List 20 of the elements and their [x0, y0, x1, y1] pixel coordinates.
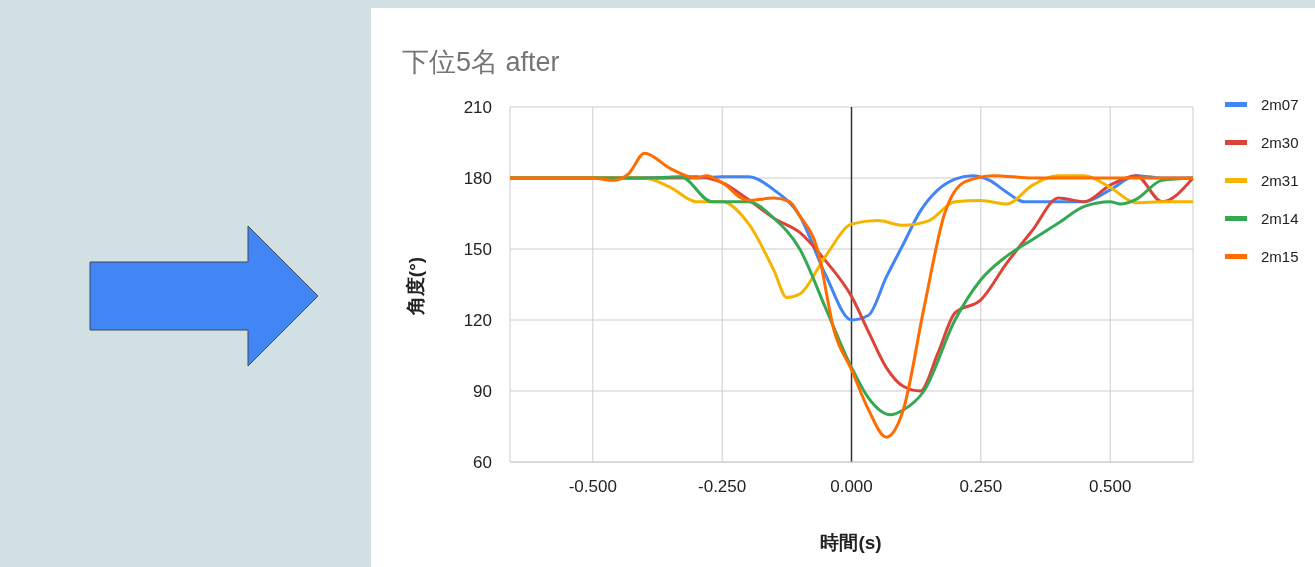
y-tick-label: 90	[473, 382, 492, 402]
y-tick-label: 120	[463, 311, 492, 331]
y-tick-label: 210	[463, 98, 492, 118]
legend-label: 2m30	[1261, 133, 1299, 151]
x-tick-label: -0.250	[698, 477, 747, 497]
legend-label: 2m31	[1261, 171, 1299, 189]
x-axis-title: 時間(s)	[819, 531, 883, 555]
x-tick-label: 0.250	[959, 477, 1003, 497]
legend-label: 2m15	[1261, 247, 1299, 265]
x-tick-label: 0.500	[1088, 477, 1132, 497]
legend-label: 2m14	[1261, 209, 1299, 227]
x-tick-label: 0.000	[830, 477, 873, 497]
chart-title: 下位5名 after	[402, 46, 560, 79]
y-axis-title: 角度(°)	[404, 255, 427, 318]
y-tick-label: 60	[473, 453, 492, 473]
legend-label: 2m07	[1261, 95, 1299, 113]
line-series	[510, 151, 1193, 439]
x-tick-label: -0.500	[568, 477, 617, 497]
y-tick-label: 150	[463, 240, 492, 260]
y-tick-label: 180	[463, 169, 492, 189]
